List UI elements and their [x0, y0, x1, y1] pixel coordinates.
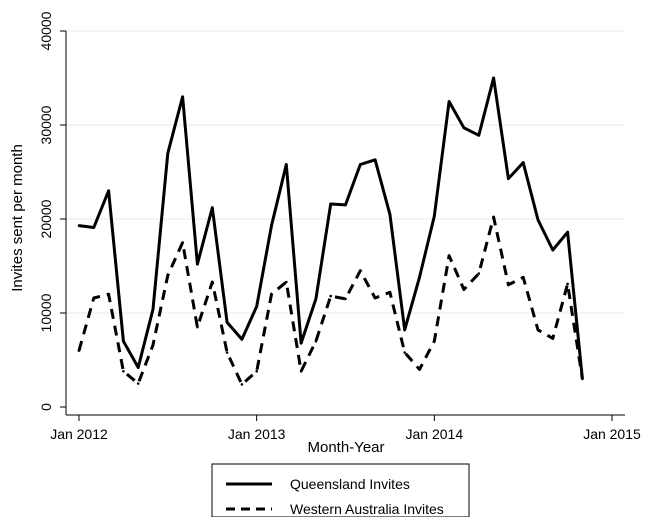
data-point — [581, 377, 584, 381]
x-axis: Jan 2012 Jan 2013 Jan 2014 Jan 2015 — [50, 414, 641, 442]
data-point — [418, 276, 421, 279]
data-point — [551, 248, 555, 252]
y-tick-label: 40000 — [38, 11, 54, 50]
data-point — [211, 206, 214, 209]
data-point — [536, 328, 540, 332]
data-point — [181, 95, 184, 99]
y-tick-label: 30000 — [38, 105, 54, 144]
data-point — [329, 202, 333, 206]
data-point — [166, 151, 170, 155]
data-point — [151, 343, 155, 347]
legend-box — [211, 463, 470, 517]
data-point — [388, 213, 392, 216]
data-point — [447, 254, 451, 257]
data-point — [122, 370, 125, 373]
legend: Queensland Invites Western Australia Inv… — [211, 463, 470, 517]
data-point — [536, 218, 540, 222]
x-tick-label: Jan 2015 — [583, 426, 641, 442]
data-point — [270, 224, 273, 227]
data-point — [403, 328, 407, 332]
data-point — [299, 341, 303, 345]
x-axis-title: Month-Year — [308, 439, 385, 456]
data-point — [285, 280, 288, 284]
data-point — [92, 226, 96, 229]
data-point — [77, 349, 81, 352]
data-point — [373, 296, 377, 300]
x-tick-label: Jan 2014 — [406, 426, 464, 442]
data-point — [136, 366, 140, 369]
y-axis-title: Invites sent per month — [9, 144, 26, 292]
x-tick-label: Jan 2012 — [50, 426, 108, 442]
data-point — [521, 161, 525, 164]
data-point — [462, 288, 466, 291]
data-point — [507, 177, 510, 180]
data-point — [433, 339, 436, 343]
data-point — [433, 214, 436, 218]
y-tick-label: 10000 — [38, 293, 54, 332]
data-point — [255, 370, 258, 373]
data-point — [107, 292, 110, 296]
data-point — [566, 282, 569, 286]
data-point — [566, 230, 569, 234]
data-point — [403, 351, 407, 354]
data-point — [447, 100, 451, 103]
data-point — [136, 382, 140, 385]
data-point — [181, 241, 184, 244]
data-point — [240, 338, 244, 341]
data-point — [462, 126, 466, 130]
series-line-queensland-invites — [78, 76, 584, 379]
data-point — [344, 297, 347, 301]
data-point — [314, 339, 318, 343]
data-point — [344, 203, 347, 207]
gridlines — [66, 30, 625, 314]
data-point — [166, 274, 170, 277]
data-point — [314, 297, 318, 301]
data-point — [255, 305, 258, 308]
data-point — [196, 262, 199, 266]
data-point — [477, 134, 481, 137]
data-point — [359, 163, 362, 166]
data-point — [373, 158, 377, 162]
legend-label-queensland: Queensland Invites — [290, 476, 410, 492]
y-tick-label: 0 — [38, 403, 54, 411]
data-point — [477, 272, 481, 275]
data-point — [551, 337, 555, 340]
data-point — [77, 224, 81, 227]
data-point — [92, 296, 96, 300]
data-point — [225, 351, 229, 354]
data-point — [225, 321, 229, 324]
data-point — [285, 163, 288, 166]
data-point — [329, 294, 333, 298]
data-point — [359, 269, 362, 273]
series-lines — [77, 76, 584, 386]
y-tick-label: 20000 — [38, 199, 54, 238]
data-point — [299, 370, 303, 373]
x-tick-label: Jan 2013 — [228, 426, 286, 442]
series-line-western-australia-invites — [77, 215, 584, 386]
data-point — [196, 325, 199, 329]
legend-label-western-australia: Western Australia Invites — [290, 501, 444, 517]
data-point — [492, 76, 495, 80]
data-point — [388, 291, 392, 294]
data-point — [418, 368, 421, 371]
data-point — [107, 189, 110, 193]
y-axis: 0 10000 20000 30000 40000 — [38, 11, 67, 415]
data-point — [507, 283, 510, 287]
data-point — [492, 215, 495, 219]
data-point — [211, 280, 214, 284]
data-point — [270, 292, 273, 296]
data-point — [521, 276, 525, 279]
data-point — [151, 307, 155, 311]
data-point — [240, 383, 244, 386]
data-point — [122, 339, 125, 343]
